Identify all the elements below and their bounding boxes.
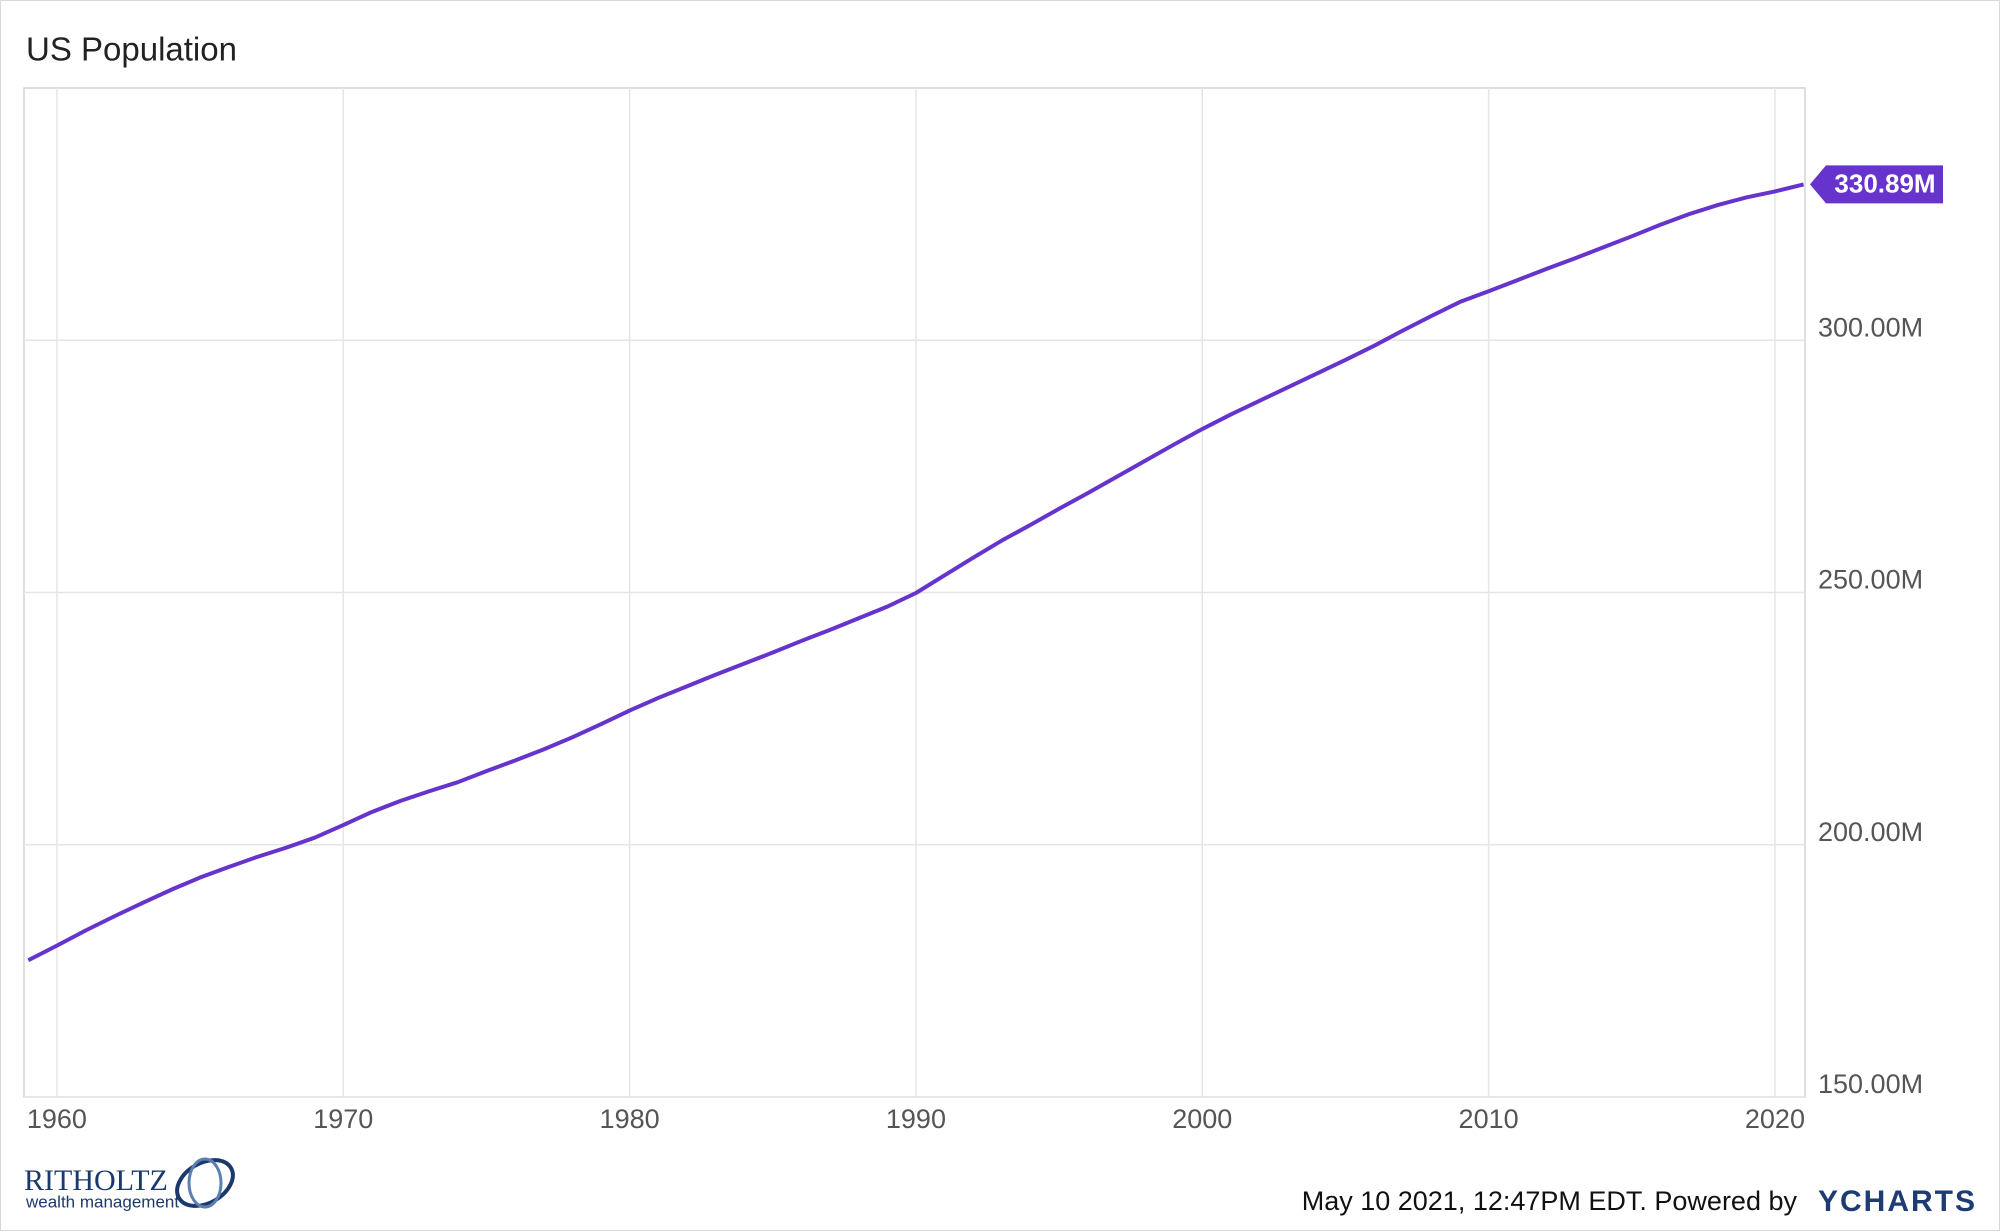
logo: RITHOLTZ wealth management bbox=[24, 1157, 235, 1211]
value-label: 330.89M bbox=[1834, 168, 1935, 198]
y-tick-label: 150.00M bbox=[1818, 1069, 1923, 1099]
line bbox=[27, 182, 1805, 963]
value-label-tag bbox=[1810, 165, 1943, 204]
x-tick-label: 2000 bbox=[1172, 1104, 1232, 1134]
x-tick-label: 1980 bbox=[600, 1104, 660, 1134]
chart-title: US Population bbox=[26, 31, 237, 68]
y-tick-label: 250.00M bbox=[1818, 565, 1923, 595]
x-tick-label: 2010 bbox=[1459, 1104, 1519, 1134]
x-tick-label: 1960 bbox=[27, 1104, 87, 1134]
x-tick-label: 1990 bbox=[886, 1104, 946, 1134]
logo-tagline: wealth management bbox=[25, 1192, 179, 1211]
footer-brand: YCHARTS bbox=[1818, 1185, 1977, 1218]
logo-name: RITHOLTZ bbox=[24, 1164, 168, 1197]
y-tick-label: 300.00M bbox=[1818, 312, 1923, 342]
footer-timestamp: May 10 2021, 12:47PM EDT. Powered by bbox=[1302, 1186, 1798, 1216]
x-tick-label: 1970 bbox=[313, 1104, 373, 1134]
logo-mark bbox=[187, 1157, 223, 1209]
y-tick-label: 200.00M bbox=[1818, 817, 1923, 847]
grid bbox=[23, 87, 1806, 1098]
x-tick-label: 2020 bbox=[1745, 1104, 1805, 1134]
